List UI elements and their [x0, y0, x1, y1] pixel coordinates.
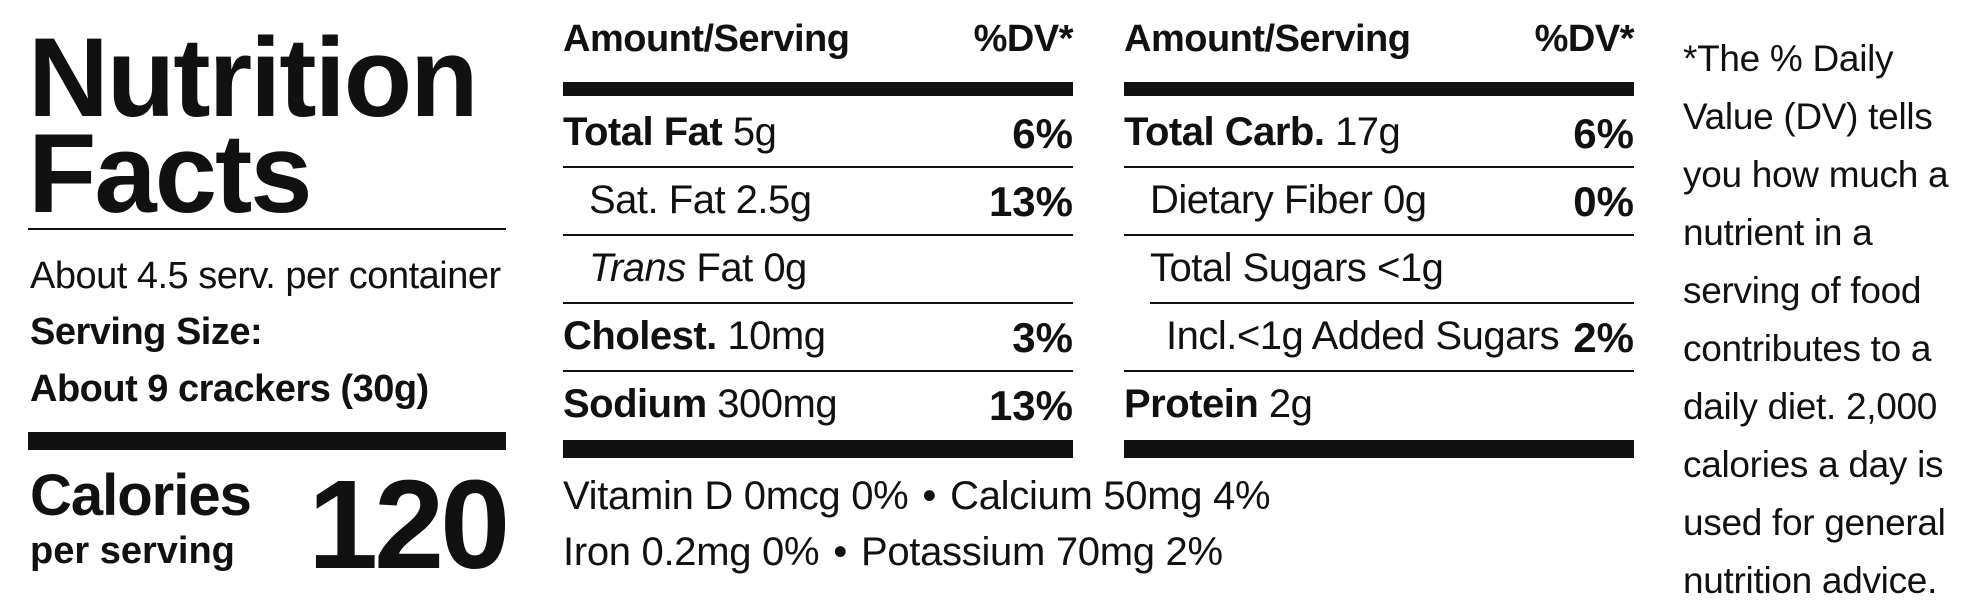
header-thick-rule	[563, 82, 1073, 96]
nutrient-dv: 6%	[1012, 110, 1073, 157]
serving-size-label: Serving Size:	[30, 311, 263, 353]
row-total-fat: Total Fat 5g 6%	[563, 100, 1073, 168]
row-total-carb: Total Carb. 17g 6%	[1124, 100, 1634, 168]
nutrient-name: Sodium	[563, 382, 707, 426]
nutrient-name: Sat. Fat 2.5g	[589, 178, 812, 222]
calories-per-serving: per serving	[30, 530, 235, 572]
nutrient-amount: 17g	[1335, 110, 1401, 154]
nutrient-dv: 6%	[1573, 110, 1634, 157]
daily-value-footnote: *The % Daily Value (DV) tells you how mu…	[1683, 38, 1949, 601]
servings-thick-divider	[28, 432, 506, 450]
nutrient-amount: 5g	[732, 110, 777, 154]
header-amount-serving: Amount/Serving	[1124, 18, 1411, 60]
row-sat-fat: Sat. Fat 2.5g 13%	[563, 168, 1073, 236]
vitamins-line-2: Iron 0.2mg 0% • Potassium 70mg 2%	[563, 530, 1223, 575]
nutrient-dv: 0%	[1573, 178, 1634, 225]
nutrient-dv: 3%	[1012, 314, 1073, 361]
calcium: Calcium 50mg 4%	[950, 474, 1271, 518]
nutrient-name-italic: Trans	[589, 246, 686, 290]
calories-value: 120	[308, 454, 510, 595]
row-dietary-fiber: Dietary Fiber 0g 0%	[1124, 168, 1634, 236]
nutrient-name: Fat 0g	[696, 246, 807, 290]
nutrient-amount: 2g	[1268, 382, 1313, 426]
nutrient-name: Cholest.	[563, 314, 717, 358]
title-divider	[28, 228, 506, 230]
nutrient-amount: 10mg	[727, 314, 826, 358]
nutrient-table-right: Amount/Serving %DV* Total Carb. 17g 6% D…	[1124, 18, 1635, 458]
potassium: Potassium 70mg 2%	[860, 530, 1223, 574]
nutrient-name: Incl.<1g Added Sugars	[1166, 314, 1560, 358]
title-line-1: Nutrition	[28, 15, 479, 140]
nutrient-table-left: Amount/Serving %DV* Total Fat 5g 6% Sat.…	[563, 18, 1074, 458]
vitamin-d: Vitamin D 0mcg 0%	[563, 474, 909, 518]
header-thick-rule	[1124, 82, 1634, 96]
header-amount-serving: Amount/Serving	[563, 18, 850, 60]
separator-dot: •	[833, 530, 847, 574]
row-trans-fat: Trans Fat 0g	[563, 236, 1073, 304]
calories-label: Calories	[30, 463, 252, 528]
row-sodium: Sodium 300mg 13%	[563, 372, 1073, 440]
row-cholesterol: Cholest. 10mg 3%	[563, 304, 1073, 372]
separator-dot: •	[922, 474, 937, 518]
row-total-sugars: Total Sugars <1g	[1124, 236, 1634, 304]
nutrient-amount: 300mg	[717, 382, 838, 426]
title-line-2: Facts	[28, 111, 313, 236]
header-dv: %DV*	[1534, 18, 1635, 60]
nutrient-dv: 13%	[988, 178, 1073, 225]
nutrient-name: Dietary Fiber 0g	[1150, 178, 1427, 222]
nutrient-name: Total Fat	[563, 110, 723, 154]
nutrient-name: Total Carb.	[1124, 110, 1325, 154]
header-dv: %DV*	[973, 18, 1074, 60]
vitamins-line-1: Vitamin D 0mcg 0% • Calcium 50mg 4%	[563, 474, 1271, 519]
right-table-bottom-rule	[1124, 440, 1634, 458]
row-protein: Protein 2g	[1124, 372, 1634, 440]
servings-per-container: About 4.5 serv. per container	[30, 255, 501, 297]
nutrient-dv: 13%	[988, 382, 1073, 429]
iron: Iron 0.2mg 0%	[563, 530, 820, 574]
nutrient-dv: 2%	[1573, 314, 1634, 361]
left-table-bottom-rule	[563, 440, 1073, 458]
row-added-sugars: Incl.<1g Added Sugars 2%	[1124, 304, 1634, 372]
nutrient-name: Protein	[1124, 382, 1259, 426]
nutrient-name: Total Sugars <1g	[1150, 246, 1444, 290]
serving-size-value: About 9 crackers (30g)	[30, 368, 429, 410]
